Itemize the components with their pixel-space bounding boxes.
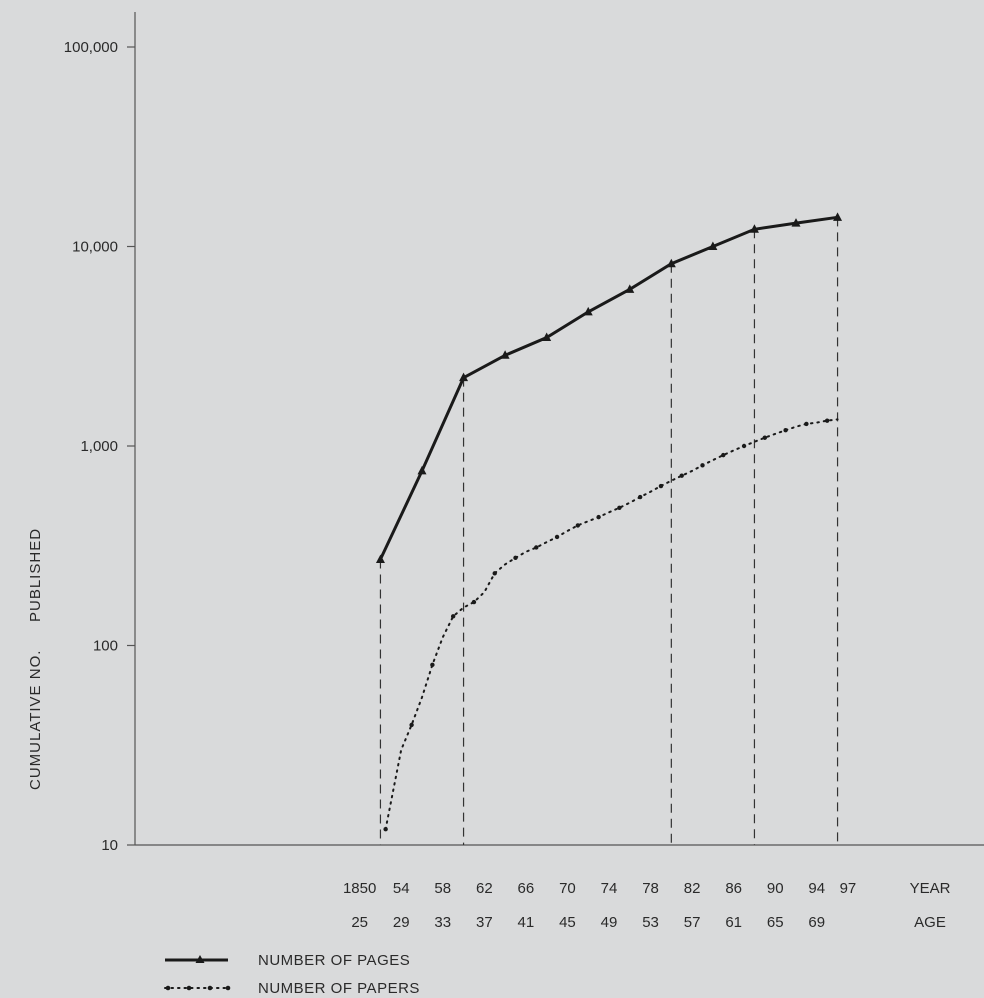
- papers-point-marker: [513, 555, 518, 561]
- papers-point-marker: [450, 614, 456, 619]
- x-tick-label-age: 37: [476, 914, 493, 931]
- x-tick-label-age: 41: [518, 914, 535, 931]
- series-line-pages: [379, 215, 838, 561]
- legend-marker-pages: [195, 955, 205, 963]
- x-tick-label-age: 29: [393, 914, 410, 931]
- x-tick-label-year: 94: [808, 880, 825, 897]
- pages-point-marker: [749, 224, 759, 233]
- axes: [127, 12, 984, 846]
- x-tick-label-year: 66: [518, 880, 535, 897]
- pages-point-marker: [791, 218, 801, 227]
- papers-point-marker: [679, 473, 684, 478]
- papers-point-marker: [554, 534, 560, 540]
- papers-point-marker: [409, 722, 414, 728]
- x-tick-label-year: 62: [476, 880, 493, 897]
- papers-point-marker: [383, 827, 388, 832]
- papers-point-marker: [804, 421, 809, 427]
- papers-point-marker: [762, 435, 768, 440]
- y-axis-label-published: PUBLISHED: [27, 528, 44, 622]
- pages-point-marker: [708, 241, 718, 250]
- x-row-label-year: YEAR: [910, 880, 951, 897]
- x-tick-label-year: 58: [434, 880, 451, 897]
- pages-point-marker: [417, 465, 427, 475]
- x-tick-label-age: 49: [601, 914, 618, 931]
- x-tick-label-age: 61: [725, 914, 742, 931]
- x-row-label-age: AGE: [914, 914, 946, 931]
- x-tick-label-age: 45: [559, 914, 576, 931]
- papers-point-marker: [637, 494, 643, 500]
- x-tick-label-year: 1850: [343, 880, 376, 897]
- x-tick-label-age: 65: [767, 914, 784, 931]
- pages-point-marker: [500, 350, 510, 359]
- y-tick-label: 10: [101, 837, 118, 854]
- tick-labels: 10 100 1,000 10,000 100,000 1850 25 54 29 58 33 62 3…: [64, 39, 951, 931]
- papers-point-marker: [658, 483, 664, 489]
- series-line-papers: [384, 418, 839, 831]
- legend-label-papers: NUMBER OF PAPERS: [258, 980, 420, 997]
- y-tick-label: 100,000: [64, 39, 118, 56]
- x-tick-label-year: 78: [642, 880, 659, 897]
- x-tick-label-year: 90: [767, 880, 784, 897]
- papers-point-marker: [430, 662, 435, 668]
- pages-point-marker: [666, 258, 676, 268]
- papers-point-marker: [741, 443, 747, 449]
- y-axis-label-cumulative: CUMULATIVE NO.: [27, 650, 44, 790]
- x-tick-label-year: 86: [725, 880, 742, 897]
- x-tick-label-age: 69: [808, 914, 825, 931]
- papers-point-marker: [534, 545, 539, 550]
- legend: NUMBER OF PAGES NUMBER OF PAPERS: [164, 952, 420, 997]
- x-tick-label-age: 53: [642, 914, 659, 931]
- papers-point-marker: [700, 463, 705, 468]
- papers-point-marker: [824, 418, 830, 423]
- x-tick-label-age: 33: [434, 914, 451, 931]
- papers-point-marker: [783, 428, 788, 433]
- pages-point-marker: [625, 284, 635, 293]
- papers-point-marker: [492, 571, 497, 576]
- papers-point-marker: [721, 452, 726, 458]
- papers-point-marker: [596, 514, 601, 520]
- papers-point-marker: [617, 505, 622, 511]
- y-tick-label: 10,000: [72, 239, 118, 256]
- x-tick-label-age: 57: [684, 914, 701, 931]
- y-tick-label: 1,000: [80, 438, 118, 455]
- x-tick-label-year: 97: [840, 880, 857, 897]
- x-tick-label-year: 54: [393, 880, 410, 897]
- vertical-reference-lines: [379, 217, 839, 845]
- x-tick-label-age: 25: [351, 914, 368, 931]
- pages-point-marker: [459, 372, 469, 382]
- pages-point-marker: [542, 332, 552, 341]
- legend-marker-papers: [186, 985, 192, 991]
- y-tick-label: 100: [93, 638, 118, 655]
- papers-point-marker: [471, 599, 477, 605]
- x-tick-label-year: 82: [684, 880, 701, 897]
- series-layer: [375, 212, 843, 832]
- x-tick-label-year: 74: [601, 880, 618, 897]
- legend-marker-papers: [207, 985, 213, 991]
- legend-label-pages: NUMBER OF PAGES: [258, 952, 410, 969]
- pages-point-marker: [375, 554, 385, 563]
- legend-marker-papers: [225, 985, 231, 991]
- pages-point-marker: [833, 212, 843, 221]
- legend-marker-papers: [165, 985, 171, 991]
- papers-point-marker: [575, 523, 581, 528]
- x-tick-label-year: 70: [559, 880, 576, 897]
- pages-point-marker: [583, 306, 593, 316]
